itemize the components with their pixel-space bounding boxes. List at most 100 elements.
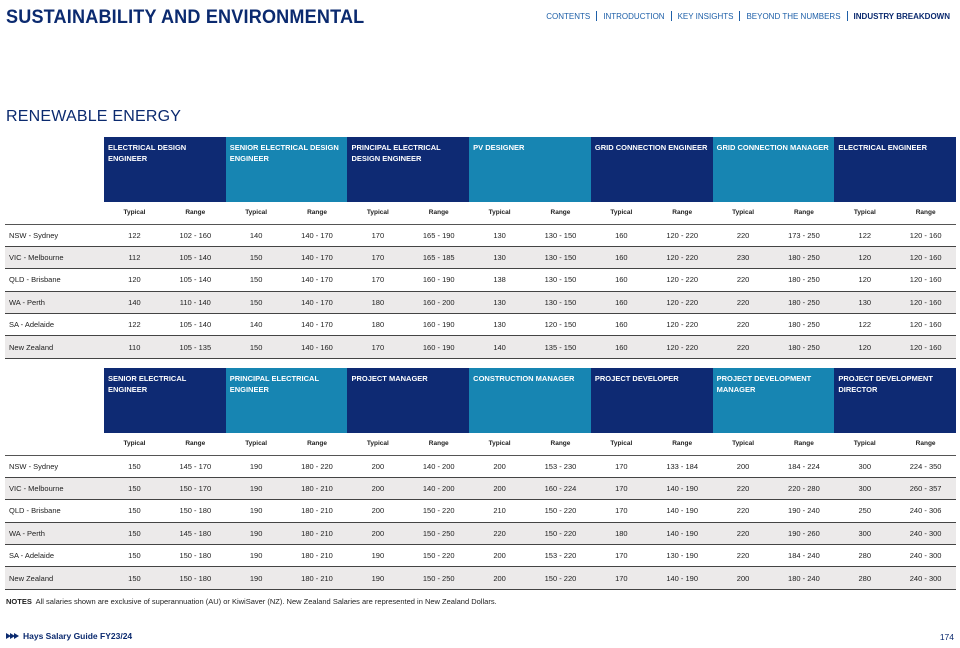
- subheader-blank: [5, 433, 104, 456]
- typical-salary-cell: 150: [104, 522, 165, 546]
- typical-salary-cell: 180: [347, 313, 409, 337]
- salary-range-cell: 240 - 300: [895, 544, 957, 568]
- typical-salary-cell: 112: [104, 246, 165, 270]
- subheader-typical: Typical: [225, 202, 287, 225]
- salary-range-cell: 120 - 150: [530, 313, 591, 337]
- subheader-range: Range: [773, 202, 835, 225]
- salary-range-cell: 135 - 150: [530, 335, 591, 359]
- typical-salary-cell: 120: [834, 268, 896, 292]
- typical-salary-cell: 190: [225, 522, 287, 546]
- salary-range-cell: 140 - 190: [651, 522, 713, 546]
- role-header: CONSTRUCTION MANAGER: [469, 368, 591, 433]
- typical-salary-cell: 150: [225, 335, 287, 359]
- typical-salary-cell: 180: [347, 291, 409, 315]
- salary-range-cell: 130 - 150: [530, 224, 591, 247]
- role-header: ELECTRICAL ENGINEER: [834, 137, 957, 202]
- typical-salary-cell: 140: [104, 291, 165, 315]
- salary-range-cell: 105 - 140: [164, 246, 226, 270]
- subheader-range: Range: [286, 433, 348, 456]
- typical-salary-cell: 280: [834, 566, 896, 590]
- typical-salary-cell: 150: [225, 268, 287, 292]
- role-header: ELECTRICAL DESIGN ENGINEER: [104, 137, 226, 202]
- typical-salary-cell: 140: [225, 313, 287, 337]
- role-header: PV DESIGNER: [469, 137, 591, 202]
- salary-range-cell: 240 - 306: [895, 499, 957, 523]
- subheader-range: Range: [164, 433, 226, 456]
- footer-brand-text: Hays Salary Guide FY23/24: [23, 631, 133, 641]
- typical-salary-cell: 200: [469, 477, 531, 501]
- subheader-typical: Typical: [469, 202, 531, 225]
- subheader-row: Typical Range Typical Range Typical Range Typi…: [5, 433, 957, 456]
- notes-text: All salaries shown are exclusive of supe…: [35, 597, 497, 606]
- typical-salary-cell: 200: [469, 566, 531, 590]
- salary-range-cell: 150 - 220: [530, 522, 591, 546]
- typical-salary-cell: 170: [590, 544, 652, 568]
- typical-salary-cell: 122: [834, 313, 896, 337]
- table-row: SA - Adelaide 150 150 - 180 190 180 - 210 190…: [5, 544, 957, 568]
- typical-salary-cell: 140: [225, 224, 287, 247]
- typical-salary-cell: 190: [347, 544, 409, 568]
- salary-range-cell: 133 - 184: [651, 455, 713, 478]
- salary-range-cell: 140 - 170: [286, 246, 348, 270]
- typical-salary-cell: 200: [347, 477, 409, 501]
- subheader-range: Range: [895, 433, 957, 456]
- subheader-typical: Typical: [104, 433, 165, 456]
- subheader-range: Range: [408, 202, 470, 225]
- typical-salary-cell: 150: [225, 291, 287, 315]
- table-row: New Zealand 150 150 - 180 190 180 - 210 190 15…: [5, 566, 957, 590]
- salary-range-cell: 160 - 190: [408, 335, 470, 359]
- typical-salary-cell: 170: [590, 477, 652, 501]
- subheader-typical: Typical: [347, 433, 409, 456]
- salary-range-cell: 173 - 250: [773, 224, 835, 247]
- typical-salary-cell: 138: [469, 268, 531, 292]
- salary-range-cell: 240 - 300: [895, 566, 957, 590]
- subheader-range: Range: [651, 433, 713, 456]
- footer-brand[interactable]: Hays Salary Guide FY23/24: [6, 631, 132, 641]
- salary-range-cell: 105 - 140: [164, 268, 226, 292]
- salary-range-cell: 165 - 190: [408, 224, 470, 247]
- salary-range-cell: 190 - 240: [773, 499, 835, 523]
- subheader-range: Range: [773, 433, 835, 456]
- salary-range-cell: 105 - 140: [164, 313, 226, 337]
- nav-key-insights[interactable]: KEY INSIGHTS: [677, 11, 734, 21]
- role-header: GRID CONNECTION ENGINEER: [590, 137, 713, 202]
- salary-range-cell: 180 - 210: [286, 544, 348, 568]
- typical-salary-cell: 170: [590, 499, 652, 523]
- subheader-typical: Typical: [225, 433, 287, 456]
- nav-separator: [846, 11, 848, 21]
- typical-salary-cell: 200: [347, 455, 409, 478]
- salary-range-cell: 140 - 190: [651, 477, 713, 501]
- table-row: QLD - Brisbane 120 105 - 140 150 140 - 170 17…: [5, 268, 957, 292]
- salary-range-cell: 224 - 350: [895, 455, 957, 478]
- salary-range-cell: 120 - 220: [651, 335, 713, 359]
- nav-introduction[interactable]: INTRODUCTION: [603, 11, 665, 21]
- role-header: PRINCIPAL ELECTRICAL DESIGN ENGINEER: [347, 137, 470, 202]
- salary-range-cell: 180 - 250: [773, 246, 835, 270]
- typical-salary-cell: 120: [834, 246, 896, 270]
- typical-salary-cell: 130: [469, 313, 531, 337]
- typical-salary-cell: 200: [712, 566, 774, 590]
- salary-range-cell: 120 - 220: [651, 291, 713, 315]
- nav-beyond-the-numbers[interactable]: BEYOND THE NUMBERS: [746, 11, 841, 21]
- subheader-range: Range: [651, 202, 713, 225]
- salary-range-cell: 120 - 160: [895, 246, 957, 270]
- subheader-typical: Typical: [590, 202, 652, 225]
- subheader-row: Typical Range Typical Range Typical Range Typi…: [5, 202, 957, 225]
- typical-salary-cell: 170: [347, 224, 409, 247]
- typical-salary-cell: 190: [225, 477, 287, 501]
- salary-range-cell: 160 - 190: [408, 313, 470, 337]
- salary-range-cell: 150 - 180: [164, 499, 226, 523]
- role-header: PROJECT DEVELOPMENT MANAGER: [712, 368, 835, 433]
- salary-range-cell: 153 - 230: [530, 455, 591, 478]
- table-row: New Zealand 110 105 - 135 150 140 - 160 170 16…: [5, 335, 957, 359]
- nav-industry-breakdown[interactable]: INDUSTRY BREAKDOWN: [853, 11, 950, 21]
- table-row: WA - Perth 140 110 - 140 150 140 - 170 180 160…: [5, 291, 957, 315]
- nav-separator: [739, 11, 741, 21]
- salary-range-cell: 150 - 250: [408, 566, 470, 590]
- nav-contents[interactable]: CONTENTS: [546, 11, 591, 21]
- typical-salary-cell: 122: [834, 224, 896, 247]
- typical-salary-cell: 120: [834, 335, 896, 359]
- typical-salary-cell: 122: [104, 313, 165, 337]
- subheader-typical: Typical: [712, 202, 774, 225]
- role-header-row: ELECTRICAL DESIGN ENGINEER SENIOR ELECTRI…: [5, 137, 957, 202]
